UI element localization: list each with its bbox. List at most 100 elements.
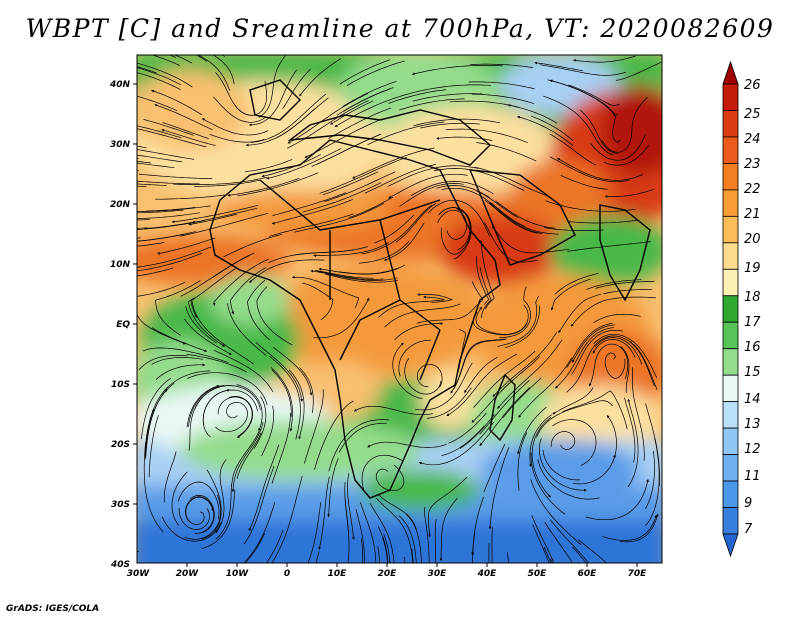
colorbar-label: 20 [744,232,761,247]
streamline [624,397,636,463]
streamline [185,306,217,344]
wbpt-field [137,55,662,563]
streamline [243,465,275,545]
lon-label: 20W [176,569,200,579]
streamline [474,166,550,198]
streamline [137,237,141,239]
streamline [137,266,142,268]
streamline [543,546,552,563]
streamline [186,354,247,373]
streamline [606,415,617,462]
streamline [570,296,657,327]
streamline [531,515,555,563]
streamline [550,278,591,311]
colorbar-segment [722,454,739,482]
streamline [530,115,574,141]
streamline [266,530,284,563]
streamline [173,55,193,64]
streamline [404,556,406,563]
streamline [325,273,398,283]
colorbar-label: 9 [744,496,752,511]
streamline [236,384,263,432]
streamline [604,189,654,198]
streamline [194,385,261,410]
streamline [171,471,188,526]
streamline [302,282,334,321]
streamline [223,233,283,258]
streamline [534,61,584,72]
streamline [593,313,641,324]
streamline [213,349,274,393]
streamline [629,341,658,390]
streamline [531,417,552,498]
streamline [459,414,496,449]
streamline [248,69,297,127]
streamline [143,119,194,136]
streamline [497,339,563,409]
streamline [299,367,314,413]
streamline [137,212,200,220]
streamline [484,222,538,263]
colorbar-segment [722,163,739,191]
streamline [247,279,271,341]
streamline [588,343,629,387]
streamline [161,516,221,542]
streamline [601,96,648,153]
streamline [603,289,653,295]
streamline [152,327,208,352]
streamline [255,342,303,402]
streamline [411,65,503,76]
streamline [406,514,422,563]
colorbar-label: 15 [744,365,761,380]
streamline [137,95,178,112]
streamline [517,432,528,491]
streamline [382,536,389,563]
streamline [314,400,354,470]
streamline [209,133,265,143]
streamline [144,408,155,458]
streamline [318,476,330,550]
streamline [138,173,213,179]
streamline [550,431,576,450]
lat-label: 20N [110,200,131,210]
streamline [594,337,643,365]
streamline [577,539,608,563]
streamline [161,129,216,146]
streamline [488,447,510,530]
streamline [253,396,267,449]
streamline [360,538,364,563]
grads-credit: GrADS: IGES/COLA [6,604,100,614]
streamline [502,377,542,419]
colorbar-label: 18 [744,290,761,305]
colorbar-segment [722,401,739,429]
streamline [453,339,506,390]
streamline [347,473,355,540]
streamline [573,454,616,485]
streamline [495,201,556,229]
streamline [188,297,225,347]
streamline [138,355,188,371]
streamline [483,443,506,493]
streamline [151,89,203,116]
streamline [388,173,468,199]
streamline [303,389,324,464]
streamline [344,499,350,563]
colorbar-segment [722,507,739,535]
streamline [137,242,165,247]
streamline [215,72,253,116]
streamline [142,347,229,363]
colorbar-segment [722,215,739,244]
streamline [572,546,587,563]
streamline [586,279,642,290]
streamline [592,339,636,358]
streamline [566,322,613,368]
streamline [476,142,537,162]
streamline [146,207,196,212]
lat-label: 10N [110,260,131,270]
lon-label: 10E [328,569,348,579]
streamline [163,451,177,503]
streamline [377,546,380,563]
streamline [137,62,193,88]
streamline [544,521,573,563]
streamline [399,183,464,207]
